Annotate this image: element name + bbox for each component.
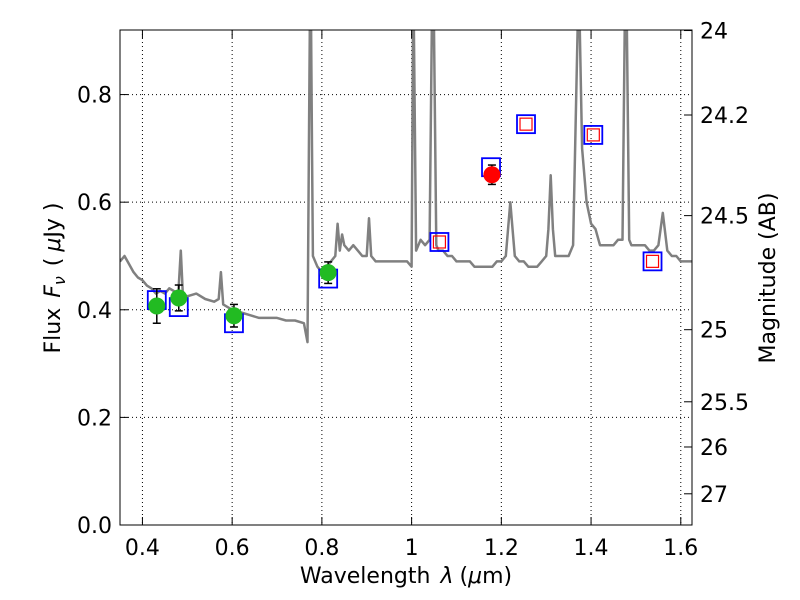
model-upper-square-marker <box>519 117 533 131</box>
y-tick-label: 0.2 <box>77 406 112 431</box>
data-point <box>225 307 243 325</box>
marker-layer <box>146 114 663 334</box>
y2-tick-label: 24.2 <box>700 104 749 129</box>
y-tick-label: 0.8 <box>77 84 112 109</box>
spectrum-layer <box>120 30 692 344</box>
x-tick-label: 1.2 <box>484 536 519 561</box>
data-point <box>170 289 188 307</box>
y2-tick-label: 27 <box>700 483 728 508</box>
model-square-marker <box>429 232 450 252</box>
y2-tick-label: 26 <box>700 436 728 461</box>
spectrum-line <box>120 30 692 344</box>
y2-tick-label: 24 <box>700 20 728 45</box>
plot-background <box>120 30 692 525</box>
model-square-marker <box>516 114 536 135</box>
y-axis-label: FluxFν(μJy ) <box>41 202 69 353</box>
y2-tick-label: 25.5 <box>700 391 749 416</box>
x-axis-label: Wavelength λ (μm) <box>300 564 512 589</box>
model-upper-square-marker <box>645 254 660 268</box>
y-tick-label: 0.6 <box>77 191 112 216</box>
plot-frame <box>119 29 693 526</box>
model-upper-square-marker <box>586 128 600 142</box>
x-tick-label: 0.8 <box>304 536 339 561</box>
tick-layer: 0.4 0.6 0.8 1 1.2 1.4 1.6 0.0 0.2 0.4 0.6 0.8 24 24.2… <box>77 20 749 561</box>
y2-axis-label: Magnitude (AB) <box>756 193 781 364</box>
model-upper-square-marker <box>432 235 447 249</box>
x-tick-label: 1 <box>405 536 419 561</box>
y-tick-label: 0.0 <box>77 514 112 539</box>
data-point <box>319 264 337 282</box>
model-square-marker <box>583 125 604 145</box>
x-tick-label: 1.6 <box>663 536 698 561</box>
y2-tick-label: 25 <box>700 319 728 344</box>
data-point <box>148 297 166 315</box>
model-square-marker <box>642 251 663 272</box>
y-tick-label: 0.4 <box>77 299 112 324</box>
data-point <box>483 166 501 184</box>
y2-tick-label: 24.5 <box>700 205 749 230</box>
x-tick-label: 1.4 <box>574 536 609 561</box>
x-tick-label: 0.6 <box>215 536 250 561</box>
x-tick-label: 0.4 <box>125 536 160 561</box>
